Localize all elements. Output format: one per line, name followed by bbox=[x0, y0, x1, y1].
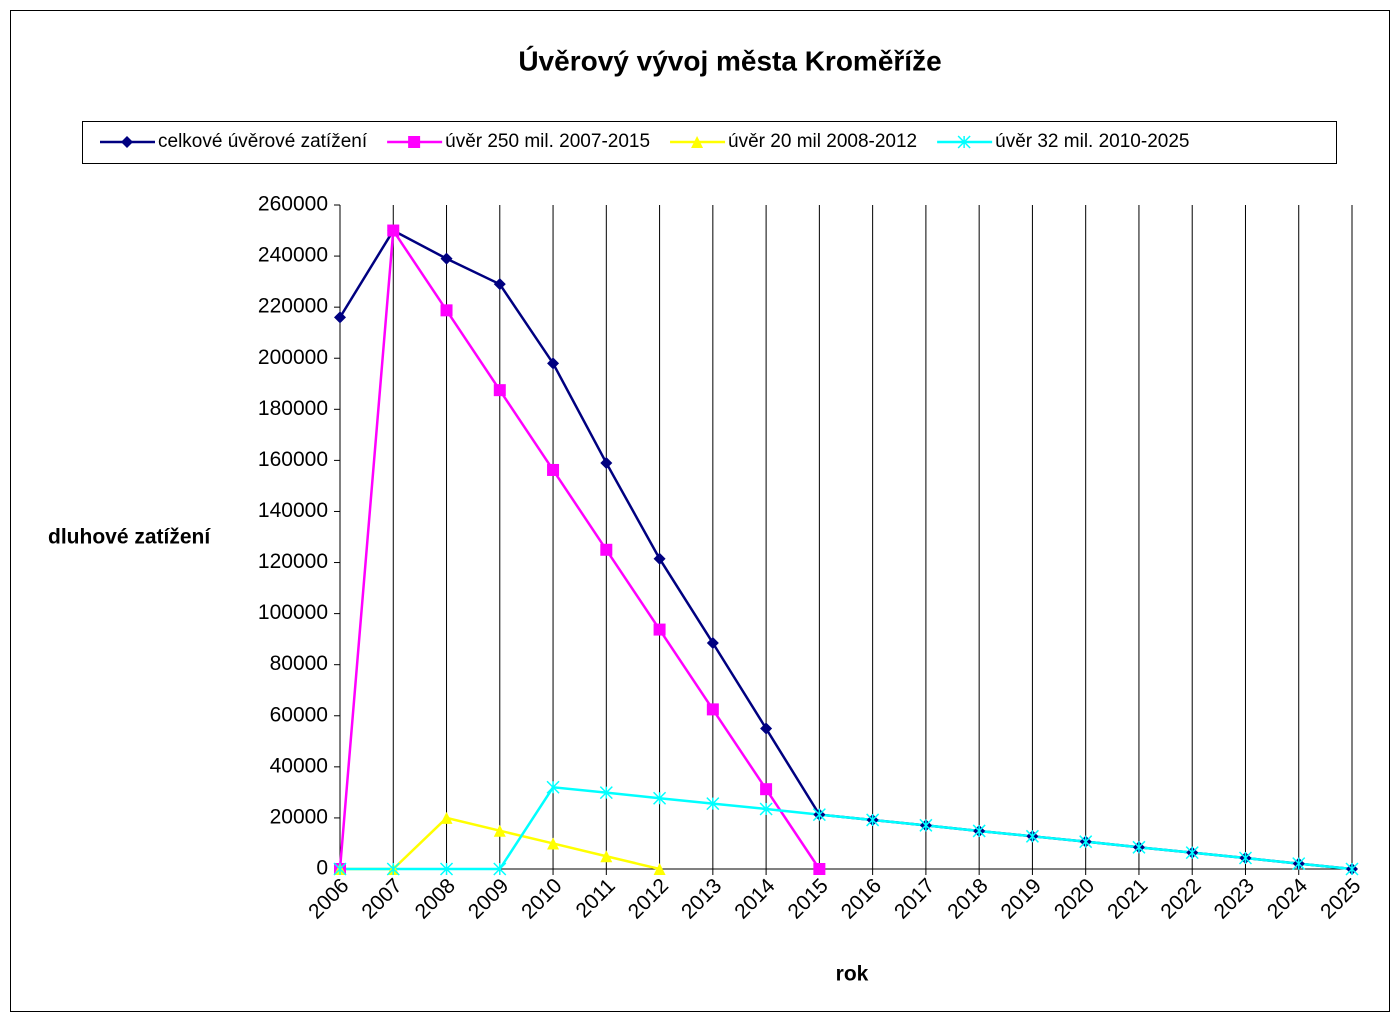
marker bbox=[1345, 862, 1359, 876]
marker bbox=[333, 862, 347, 876]
marker bbox=[706, 703, 719, 716]
y-tick-label: 80000 bbox=[270, 652, 328, 675]
legend-label: úvěr 250 mil. 2007-2015 bbox=[445, 131, 650, 152]
marker bbox=[957, 135, 971, 149]
marker bbox=[547, 463, 560, 476]
legend-label: celkové úvěrové zatížení bbox=[158, 131, 368, 152]
legend-label: úvěr 32 mil. 2010-2025 bbox=[995, 131, 1189, 152]
marker bbox=[759, 802, 773, 816]
marker bbox=[121, 136, 133, 148]
marker bbox=[760, 722, 773, 735]
legend-marker bbox=[957, 135, 971, 149]
y-tick-label: 160000 bbox=[258, 448, 328, 471]
marker bbox=[813, 863, 826, 875]
marker bbox=[653, 863, 666, 875]
marker bbox=[600, 456, 613, 469]
marker bbox=[440, 811, 453, 824]
y-tick-label: 220000 bbox=[258, 295, 328, 318]
legend-marker bbox=[691, 136, 704, 148]
marker bbox=[440, 304, 453, 317]
marker bbox=[386, 862, 400, 876]
marker bbox=[1292, 857, 1306, 871]
y-tick-label: 180000 bbox=[258, 397, 328, 420]
legend-marker bbox=[121, 136, 133, 148]
y-tick-label: 20000 bbox=[270, 805, 328, 828]
marker bbox=[1132, 840, 1146, 854]
marker bbox=[812, 808, 826, 822]
marker bbox=[1185, 846, 1199, 860]
legend-label: úvěr 20 mil 2008-2012 bbox=[728, 131, 917, 152]
marker bbox=[493, 824, 506, 837]
y-tick-label: 120000 bbox=[258, 550, 328, 573]
marker bbox=[408, 136, 421, 148]
marker bbox=[546, 780, 560, 794]
marker bbox=[547, 837, 560, 850]
y-tick-label: 0 bbox=[316, 857, 328, 880]
marker bbox=[760, 783, 773, 796]
marker bbox=[600, 543, 613, 556]
marker bbox=[547, 357, 560, 370]
series-line bbox=[338, 226, 821, 870]
marker bbox=[706, 636, 719, 649]
series-line bbox=[340, 785, 1353, 871]
marker bbox=[493, 384, 506, 397]
y-tick-label: 40000 bbox=[270, 754, 328, 777]
chart-border bbox=[10, 10, 1390, 1012]
y-tick-label: 100000 bbox=[258, 601, 328, 624]
marker bbox=[600, 850, 613, 863]
marker bbox=[1079, 835, 1093, 849]
marker bbox=[653, 552, 666, 565]
y-tick-label: 60000 bbox=[270, 703, 328, 726]
y-tick-label: 260000 bbox=[258, 193, 328, 216]
x-axis-label: rok bbox=[836, 963, 869, 986]
marker bbox=[599, 786, 613, 800]
marker bbox=[653, 623, 666, 636]
y-tick-label: 200000 bbox=[258, 346, 328, 369]
marker bbox=[1238, 851, 1253, 865]
marker bbox=[972, 824, 986, 838]
marker bbox=[706, 797, 720, 811]
legend-marker bbox=[408, 136, 421, 148]
marker bbox=[440, 252, 453, 265]
marker bbox=[1025, 829, 1039, 843]
chart-title: Úvěrový vývoj města Kroměříže bbox=[518, 45, 941, 76]
marker bbox=[387, 224, 400, 237]
marker bbox=[919, 818, 933, 832]
marker bbox=[439, 862, 454, 876]
marker bbox=[334, 311, 346, 324]
marker bbox=[866, 813, 880, 827]
marker bbox=[493, 278, 506, 291]
marker bbox=[691, 136, 704, 148]
marker bbox=[653, 791, 667, 805]
y-axis-label: dluhové zatížení bbox=[48, 526, 211, 549]
marker bbox=[493, 862, 507, 876]
y-tick-label: 140000 bbox=[258, 499, 328, 522]
y-tick-label: 240000 bbox=[258, 244, 328, 267]
